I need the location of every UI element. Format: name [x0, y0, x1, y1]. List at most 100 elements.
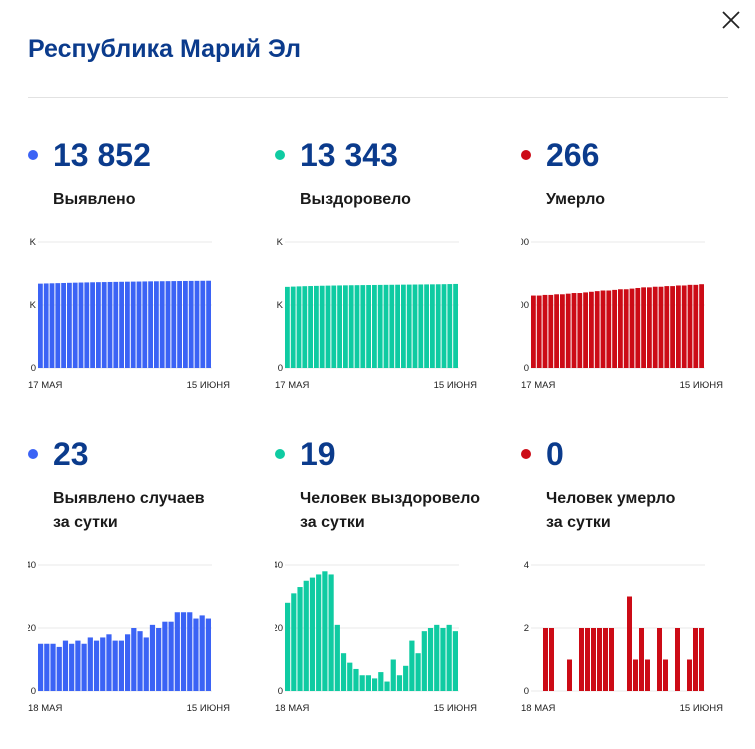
- chart-bar: [125, 634, 131, 691]
- chart-bar: [200, 280, 206, 368]
- x-end-label: 15 ИЮНЯ: [187, 380, 230, 391]
- detected-daily-chart: 40 20 0 18 МАЯ 15 ИЮНЯ: [28, 560, 230, 714]
- chart-bar: [149, 624, 156, 691]
- chart-bar: [424, 284, 429, 368]
- x-end-label: 15 ИЮНЯ: [680, 703, 723, 714]
- chart-bar: [427, 628, 434, 691]
- detected-total-chart: 20 K 10 K 0 17 МАЯ 15 ИЮНЯ: [28, 237, 230, 391]
- chart-bar: [165, 281, 171, 368]
- chart-bar: [663, 659, 668, 691]
- blue-dot-icon: [28, 449, 38, 459]
- chart-bar: [609, 628, 614, 691]
- chart-bar: [401, 284, 406, 368]
- header-divider: [28, 97, 728, 98]
- chart-bar: [606, 290, 612, 368]
- chart-bar: [143, 637, 149, 691]
- x-start-label: 18 МАЯ: [28, 703, 62, 714]
- chart-bar: [612, 289, 617, 368]
- chart-bar: [641, 287, 646, 368]
- chart-bar: [440, 628, 446, 691]
- chart-bar: [549, 628, 554, 691]
- card-deaths-daily: 0 Человек умерло за сутки 4 2 0 18 МАЯ 15 ИЮ…: [521, 436, 755, 749]
- chart-bar: [658, 286, 664, 368]
- chart-bar: [308, 286, 313, 368]
- chart-bar: [156, 628, 162, 691]
- chart-bar: [180, 612, 187, 691]
- deaths-daily-chart: 4 2 0 18 МАЯ 15 ИЮНЯ: [521, 560, 723, 714]
- chart-bar: [148, 281, 153, 368]
- chart-bar: [664, 286, 670, 368]
- close-icon[interactable]: [720, 9, 742, 31]
- chart-bar: [583, 292, 588, 368]
- chart-bar: [699, 284, 704, 368]
- chart-bar: [554, 294, 559, 368]
- x-start-label: 17 МАЯ: [521, 380, 555, 391]
- recovered-daily-chart: 40 20 0 18 МАЯ 15 ИЮНЯ: [275, 560, 477, 714]
- chart-bar: [383, 284, 389, 368]
- chart-bar: [113, 281, 119, 368]
- chart-bar: [585, 628, 590, 691]
- chart-bar: [548, 294, 554, 368]
- chart-bar: [657, 628, 662, 691]
- chart-bar: [441, 284, 447, 368]
- y-tick-label: 0: [31, 363, 36, 374]
- detected-daily-label-line2: за сутки: [53, 514, 118, 531]
- chart-bar: [453, 283, 458, 368]
- chart-bar: [565, 293, 571, 368]
- chart-bar: [421, 631, 427, 691]
- x-end-label: 15 ИЮНЯ: [187, 703, 230, 714]
- chart-bar: [285, 286, 290, 368]
- chart-bar: [647, 287, 652, 368]
- chart-bar: [395, 284, 400, 368]
- chart-bar: [72, 282, 78, 368]
- chart-bar: [193, 618, 199, 691]
- chart-bar: [171, 281, 177, 368]
- chart-bar: [328, 574, 334, 691]
- chart-bar: [44, 643, 50, 691]
- chart-bar: [62, 640, 69, 691]
- chart-bar: [291, 593, 297, 691]
- chart-bar: [675, 628, 680, 691]
- y-tick-label: 0: [524, 363, 529, 374]
- chart-bar: [136, 281, 142, 368]
- deaths-daily-label-line1: Человек умерло: [546, 490, 676, 507]
- chart-bar: [353, 668, 359, 691]
- recovered-daily-label-line2: за сутки: [300, 514, 365, 531]
- card-detected-total: 13 852 Выявлено 20 K 10 K 0 17 МАЯ 15 ИЮНЯ: [28, 137, 268, 450]
- chart-bar: [194, 280, 200, 368]
- chart-bar: [142, 281, 148, 368]
- y-tick-label: 10 K: [275, 300, 284, 311]
- chart-bar: [699, 628, 704, 691]
- y-tick-label: 40: [28, 560, 36, 571]
- chart-bar: [591, 628, 596, 691]
- chart-bar: [56, 646, 62, 691]
- chart-bar: [384, 681, 390, 691]
- y-tick-label: 0: [278, 363, 283, 374]
- chart-bar: [452, 631, 458, 691]
- chart-bar: [676, 285, 681, 368]
- blue-dot-icon: [28, 150, 38, 160]
- chart-bar: [412, 284, 418, 368]
- chart-bar: [635, 287, 641, 368]
- detected-daily-value: 23: [53, 436, 89, 472]
- chart-bar: [183, 280, 188, 368]
- y-tick-label: 0: [524, 686, 529, 697]
- chart-bar: [55, 283, 61, 368]
- chart-bar: [187, 612, 193, 691]
- chart-bar: [67, 282, 72, 368]
- chart-bar: [118, 640, 124, 691]
- chart-bar: [639, 628, 644, 691]
- detected-total-label: Выявлено: [53, 191, 136, 208]
- y-tick-label: 200: [521, 300, 529, 311]
- chart-bar: [687, 284, 693, 368]
- chart-bar: [334, 624, 340, 691]
- chart-bar: [177, 281, 182, 368]
- y-tick-label: 0: [278, 686, 283, 697]
- chart-bar: [131, 628, 137, 691]
- y-tick-label: 20: [275, 623, 283, 634]
- chart-bar: [309, 577, 316, 691]
- chart-bar: [302, 286, 308, 368]
- chart-bar: [372, 284, 377, 368]
- x-end-label: 15 ИЮНЯ: [680, 380, 723, 391]
- chart-bar: [319, 285, 325, 368]
